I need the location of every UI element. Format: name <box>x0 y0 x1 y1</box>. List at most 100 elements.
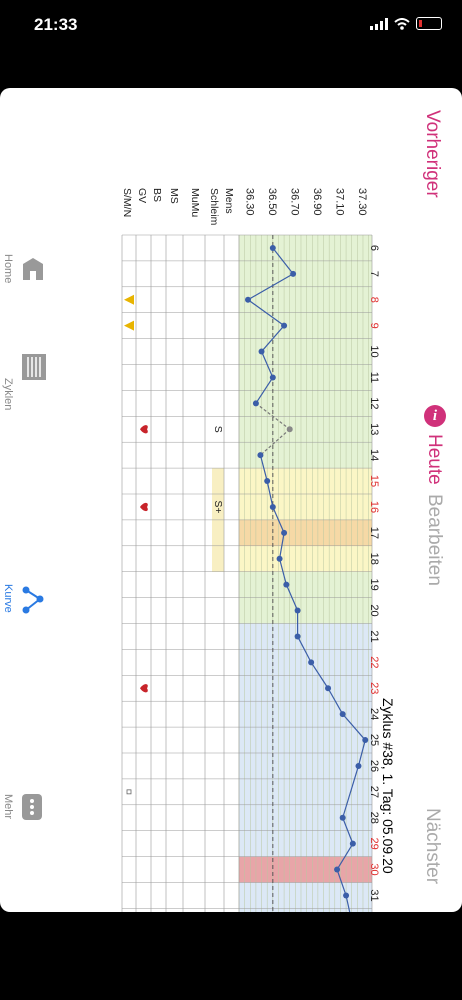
temperature-point <box>283 581 290 588</box>
temperature-point <box>339 814 346 821</box>
tab-label: Home <box>2 254 14 284</box>
day-label: 9 <box>368 323 380 329</box>
row-label: Schleim <box>208 188 220 226</box>
temperature-point <box>269 374 276 381</box>
warning-icon <box>124 294 134 305</box>
temperature-point <box>334 866 341 873</box>
wifi-icon <box>394 17 410 30</box>
warning-icon <box>124 320 134 331</box>
day-label: 6 <box>368 245 380 251</box>
day-label: 16 <box>368 501 380 513</box>
temperature-point <box>349 840 356 847</box>
gv-heart-icon <box>140 684 148 693</box>
curve-segment <box>336 843 354 870</box>
curve-segment <box>285 584 299 611</box>
curve-segment <box>345 895 351 912</box>
status-icons <box>370 17 442 30</box>
curve-segment <box>278 532 285 559</box>
fertile-day-band <box>239 519 372 546</box>
temperature-point <box>264 478 271 485</box>
curve-segment <box>297 636 312 663</box>
temperature-point <box>355 762 362 769</box>
curve-segment <box>261 325 285 352</box>
curve-segment <box>255 377 274 404</box>
day-label: 17 <box>368 527 380 539</box>
curve-segment <box>259 454 268 482</box>
day-label: 22 <box>368 656 380 668</box>
day-label: 20 <box>368 604 380 616</box>
temperature-point <box>257 452 264 459</box>
y-tick-label: 37.30 <box>356 188 368 216</box>
tab-zyklen[interactable]: Zyklen <box>0 338 50 478</box>
day-label: 13 <box>368 423 380 435</box>
status-bar: 21:33 <box>0 0 462 88</box>
curve-segment <box>342 765 360 818</box>
temperature-point <box>281 322 288 329</box>
temperature-point <box>276 555 283 562</box>
red-day-band <box>239 856 372 883</box>
curve-segment <box>278 558 287 585</box>
day-label: 18 <box>368 553 380 565</box>
tab-mehr[interactable]: Mehr <box>0 778 50 908</box>
temperature-point <box>258 348 265 355</box>
row-label: MS <box>168 188 180 204</box>
y-tick-label: 36.70 <box>288 188 300 216</box>
curve-segment <box>357 739 366 767</box>
temperature-point <box>269 503 276 510</box>
day-label: 31 <box>368 889 380 901</box>
y-tick-label: 36.30 <box>243 188 255 216</box>
day-label: 21 <box>368 630 380 642</box>
day-label: 7 <box>368 271 380 277</box>
curve-segment <box>342 817 354 844</box>
schleim-value: S <box>212 426 224 433</box>
temperature-point <box>308 659 315 666</box>
home-icon <box>23 258 43 280</box>
day-label: 25 <box>368 734 380 746</box>
temperature-chart: 36.30 36.50 36.70 36.90 37.10 37.30 MensSchlei… <box>121 188 380 912</box>
temperature-point <box>325 685 332 692</box>
list-icon <box>22 354 46 380</box>
temperature-point <box>290 270 297 277</box>
day-label: 10 <box>368 345 380 357</box>
row-label: S/M/N <box>121 188 133 217</box>
temperature-point <box>286 426 293 433</box>
curve-segment <box>255 402 291 430</box>
day-label: 26 <box>368 760 380 772</box>
status-time: 21:33 <box>34 15 78 34</box>
curve-segment <box>260 428 291 456</box>
curve-segment <box>247 299 285 327</box>
day-label: 30 <box>368 863 380 875</box>
temperature-point <box>362 737 369 744</box>
day-label: 11 <box>368 372 380 383</box>
row-label: Mens <box>223 188 235 214</box>
tab-label: Mehr <box>2 794 14 820</box>
app-window: Vorheriger i Heute Bearbeiten Nächster Z… <box>0 88 462 912</box>
tab-home[interactable]: Home <box>0 168 50 308</box>
temperature-point <box>269 244 276 251</box>
day-label: 28 <box>368 812 380 824</box>
temperature-point <box>245 296 252 303</box>
temperature-point <box>252 400 259 407</box>
temperature-point <box>339 711 346 718</box>
day-label: 24 <box>368 708 380 720</box>
day-label: 27 <box>368 786 380 798</box>
more-icon <box>22 794 42 820</box>
schleim-value: S+ <box>212 500 224 513</box>
day-label: 12 <box>368 397 380 409</box>
y-tick-label: 37.10 <box>333 188 345 216</box>
small-mark <box>126 789 132 795</box>
info-icon[interactable]: i <box>424 405 446 427</box>
gv-heart-icon <box>140 425 148 434</box>
tab-label: Kurve <box>2 584 14 613</box>
bottom-bar <box>0 912 462 1000</box>
signal-icon <box>370 17 388 30</box>
curve-segment <box>272 506 285 534</box>
tab-kurve[interactable]: Kurve <box>0 558 50 698</box>
day-label: 19 <box>368 579 380 591</box>
chart-icon <box>22 586 44 614</box>
row-label: BS <box>151 188 163 202</box>
day-label: 29 <box>368 838 380 850</box>
curve-segment <box>247 273 294 301</box>
row-label: MuMu <box>189 188 201 217</box>
curve-segment <box>336 869 347 896</box>
